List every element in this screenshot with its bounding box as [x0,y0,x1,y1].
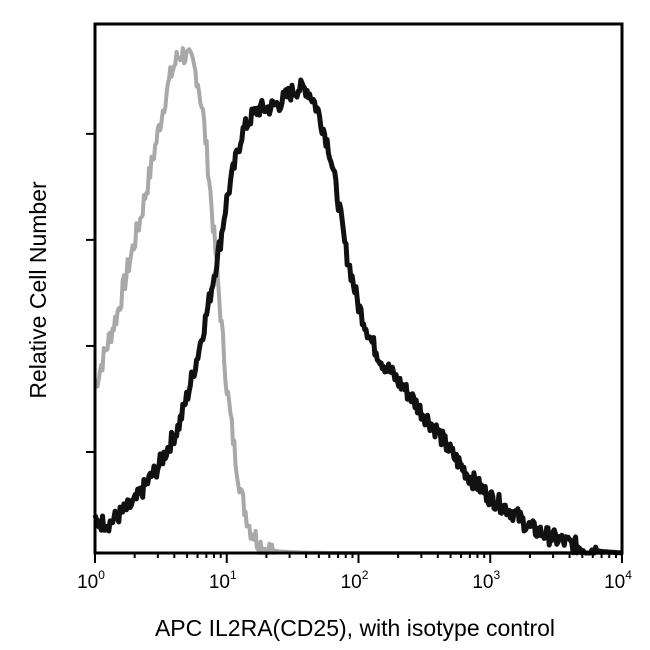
x-tick-label: 104 [604,568,632,593]
y-axis-label: Relative Cell Number [25,181,51,399]
x-tick-labels: 100 101 102 103 104 [77,568,632,593]
x-tick-label: 103 [472,568,500,593]
x-tick-label: 102 [341,568,369,593]
x-tick-label: 101 [209,568,237,593]
x-axis-label: APC IL2RA(CD25), with isotype control [155,615,555,641]
series-layer [92,46,624,556]
x-tick-label: 100 [77,568,105,593]
series-line-IL2RA-CD25 [92,77,624,556]
tick-layer [86,132,623,563]
